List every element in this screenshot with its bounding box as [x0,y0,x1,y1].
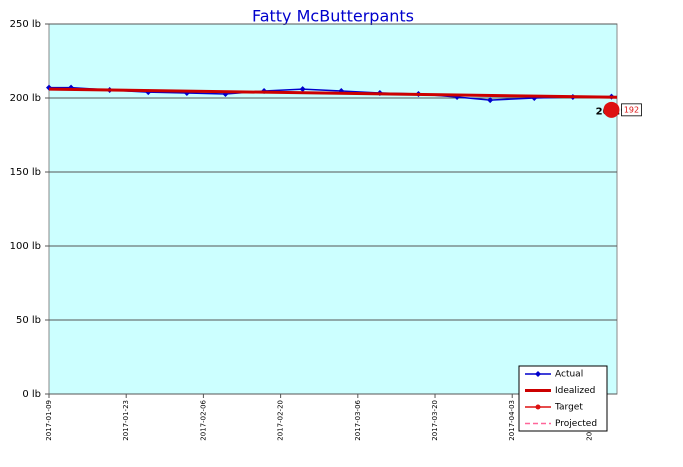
point [487,97,494,104]
chart-title: Fatty McButterpants [252,7,414,26]
x-tick-label: 2017-02-06 [199,399,207,440]
plot-area [48,23,618,395]
point [299,86,306,93]
x-tick-label: 2017-03-06 [354,399,362,440]
x-tick-label: 2017-02-20 [277,400,285,441]
y-tick-label: 200 lb [10,93,41,104]
y-tick-label: 250 lb [10,19,41,30]
y-tick-label: 0 lb [22,389,41,400]
legend-marker [535,371,541,377]
legend-label: Idealized [555,386,595,396]
x-tick-label: 2017-03-20 [431,400,439,441]
data-label-box [621,103,642,117]
x-tick-label: 2017-01-23 [122,400,130,441]
legend-marker [535,404,541,410]
legend-box [518,365,608,432]
point [603,101,620,118]
series-line [48,87,618,99]
legend-label: Target [554,403,583,413]
x-tick-label: 2017-01-09 [45,400,53,441]
legend-label: Projected [555,419,597,429]
y-tick-label: 50 lb [16,315,41,326]
legend-label: Actual [555,370,583,380]
y-tick-label: 100 lb [10,241,41,252]
y-tick-label: 150 lb [10,167,41,178]
data-label: 192 [624,105,639,114]
x-tick-label: 2017-04-03 [508,400,516,441]
